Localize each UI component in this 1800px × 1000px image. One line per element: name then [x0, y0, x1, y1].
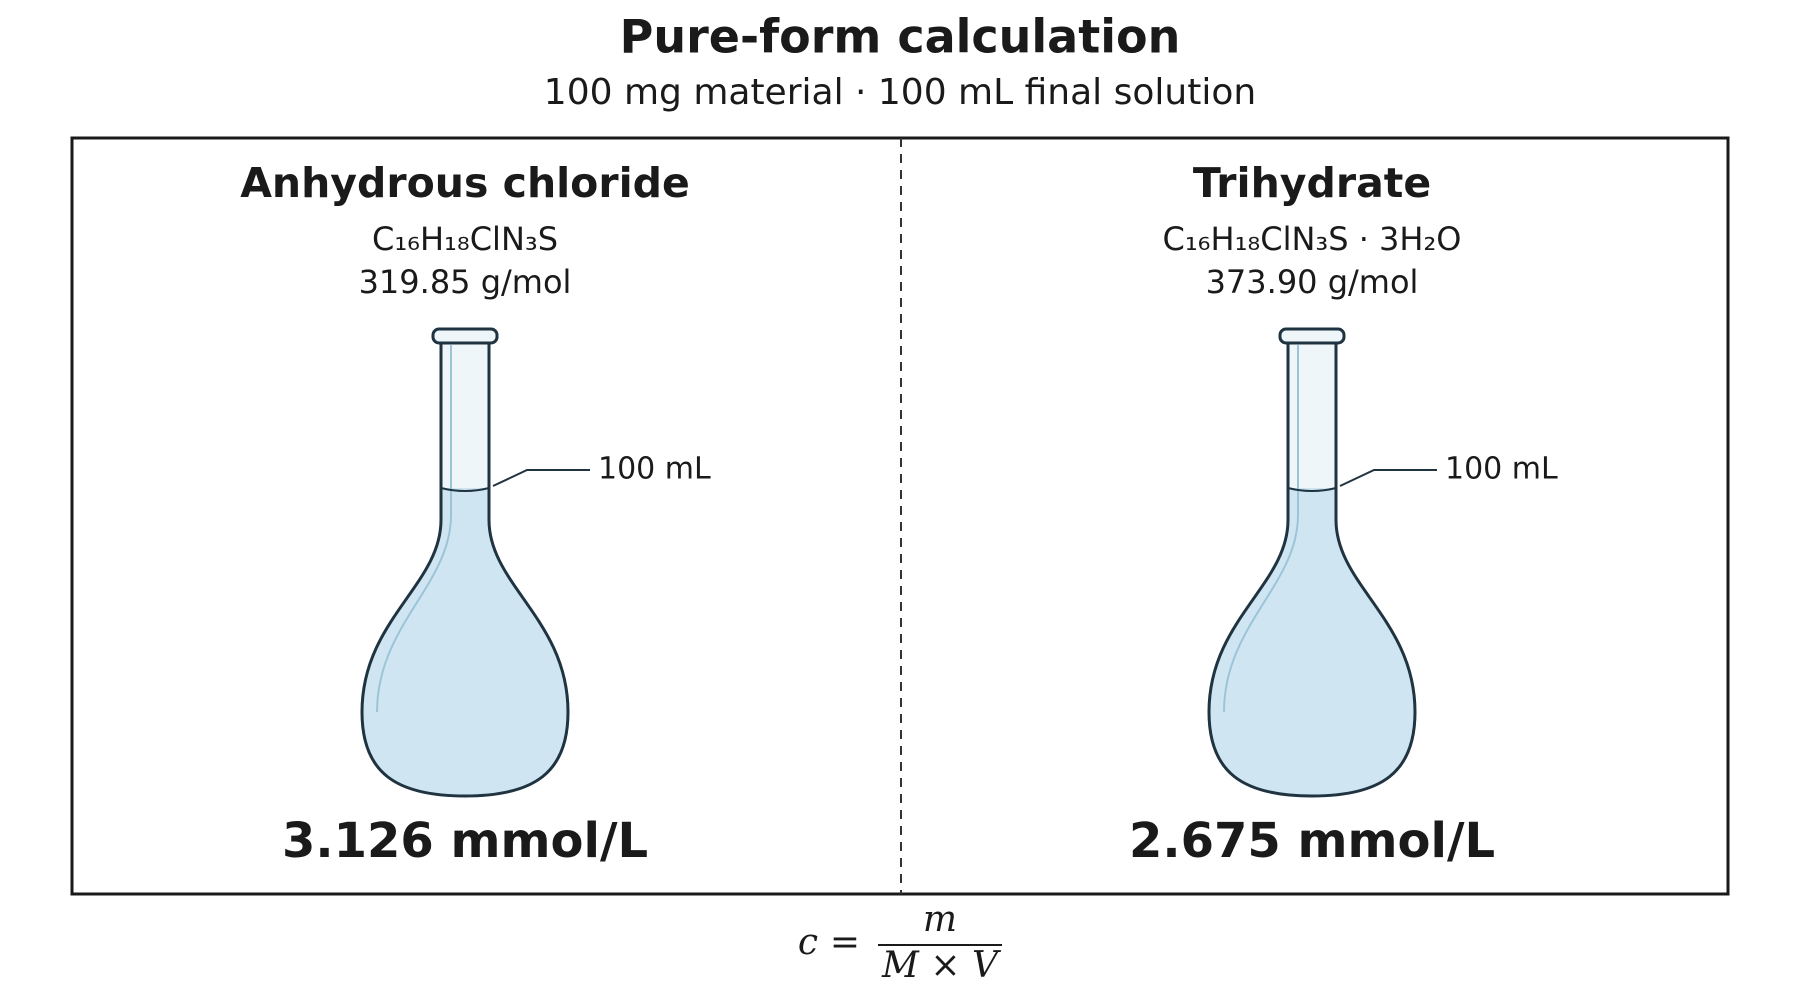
molar-mass: 373.90 g/mol: [1206, 263, 1419, 301]
equation: c = m M × V: [798, 899, 1002, 986]
equation-denominator: M × V: [881, 945, 1002, 986]
volume-label: 100 mL: [598, 452, 711, 487]
volume-label: 100 mL: [1445, 452, 1558, 487]
flask: [1207, 327, 1439, 798]
molar-mass: 319.85 g/mol: [359, 263, 572, 301]
panel-title: Anhydrous chloride: [240, 159, 690, 207]
formula: C₁₆H₁₈ClN₃S · 3H₂O: [1163, 220, 1462, 258]
title: Pure-form calculation: [620, 10, 1181, 64]
equation-equals: =: [830, 922, 860, 963]
equation-numerator: m: [923, 899, 957, 940]
panel-title: Trihydrate: [1193, 159, 1431, 207]
subtitle: 100 mg material · 100 mL final solution: [544, 72, 1256, 113]
concentration: 3.126 mmol/L: [282, 813, 648, 869]
panel: Trihydrate C₁₆H₁₈ClN₃S · 3H₂O 373.90 g/m…: [1129, 159, 1558, 869]
panel: Anhydrous chloride C₁₆H₁₈ClN₃S 319.85 g/…: [240, 159, 711, 869]
concentration: 2.675 mmol/L: [1129, 813, 1495, 869]
equation-lhs: c: [798, 922, 818, 963]
formula: C₁₆H₁₈ClN₃S: [372, 220, 558, 258]
flask: [360, 327, 592, 798]
